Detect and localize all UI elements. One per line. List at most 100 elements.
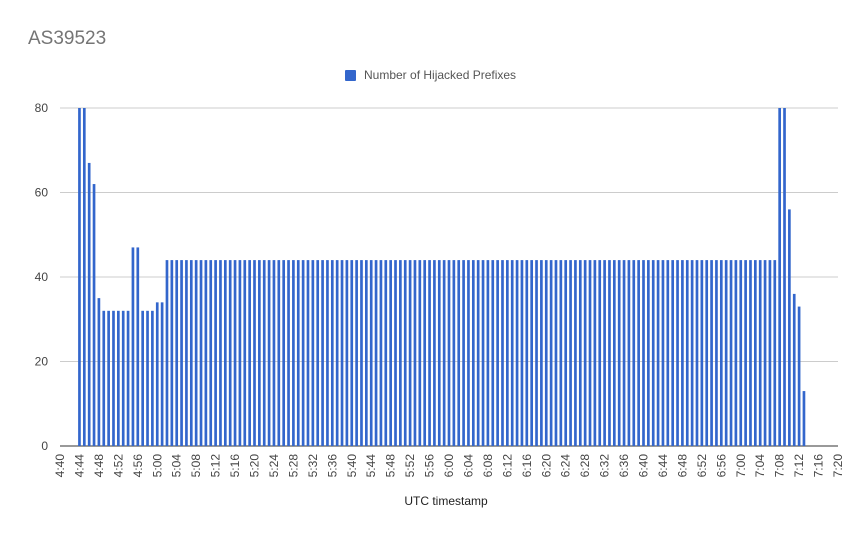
bar — [598, 260, 602, 446]
x-tick-label: 5:52 — [403, 454, 417, 478]
x-tick-label: 6:24 — [559, 454, 573, 478]
x-tick-label: 5:16 — [228, 454, 242, 478]
bar — [510, 260, 514, 446]
bar — [355, 260, 358, 446]
bar — [642, 260, 645, 446]
bar — [763, 260, 767, 446]
bar — [306, 260, 310, 446]
x-tick-label: 6:16 — [520, 454, 534, 478]
bar — [78, 108, 81, 446]
bar — [797, 306, 801, 446]
bar — [710, 260, 713, 446]
legend-swatch — [345, 69, 356, 81]
bar — [413, 260, 417, 446]
bar — [617, 260, 621, 446]
bar — [272, 260, 276, 446]
bar — [768, 260, 772, 446]
x-tick-label: 6:04 — [461, 454, 475, 478]
bar — [126, 310, 130, 446]
bar — [612, 260, 616, 446]
bar — [574, 260, 577, 446]
bar — [705, 260, 709, 446]
x-tick-label: 6:56 — [714, 454, 728, 478]
x-tick-label: 7:08 — [773, 454, 787, 478]
x-tick-label: 7:00 — [734, 454, 748, 478]
bar — [593, 260, 597, 446]
bar — [719, 260, 723, 446]
y-tick-label: 0 — [41, 439, 48, 453]
x-tick-label: 6:52 — [695, 454, 709, 478]
bar — [233, 260, 237, 446]
bar — [117, 310, 120, 446]
bar — [540, 260, 543, 446]
x-tick-label: 5:36 — [325, 454, 339, 478]
bar — [744, 260, 747, 446]
bar — [476, 260, 480, 446]
bar — [87, 162, 91, 447]
bar — [690, 260, 694, 446]
y-tick-label: 40 — [35, 270, 49, 284]
x-tick-label: 5:24 — [267, 454, 281, 478]
bar — [253, 260, 256, 446]
bar — [175, 260, 179, 446]
bar — [501, 260, 504, 446]
x-tick-label: 7:12 — [792, 454, 806, 478]
bar — [549, 260, 553, 446]
bar — [301, 260, 305, 446]
bar — [788, 209, 791, 446]
bar — [340, 260, 344, 446]
bar — [209, 260, 213, 446]
bar — [399, 260, 402, 446]
bar — [267, 260, 271, 446]
bar — [321, 260, 324, 446]
bar — [749, 260, 752, 446]
bar — [651, 260, 655, 446]
bar — [778, 108, 781, 446]
bar — [632, 260, 636, 446]
bar — [583, 260, 587, 446]
x-tick-label: 4:40 — [53, 454, 67, 478]
bar — [384, 260, 388, 446]
bar — [379, 260, 383, 446]
bar — [238, 260, 242, 446]
bar — [428, 260, 431, 446]
bar — [535, 260, 538, 446]
bar — [262, 260, 266, 446]
bar — [637, 260, 640, 446]
bar — [739, 260, 743, 446]
bar — [496, 260, 499, 446]
bar — [447, 260, 451, 446]
x-tick-label: 5:00 — [150, 454, 164, 478]
x-tick-label: 6:36 — [617, 454, 631, 478]
x-tick-label: 5:44 — [364, 454, 378, 478]
legend-label: Number of Hijacked Prefixes — [364, 68, 517, 82]
y-tick-label: 20 — [35, 355, 49, 369]
bar — [258, 260, 261, 446]
bar — [219, 260, 222, 446]
bar — [223, 260, 227, 446]
bar — [802, 391, 806, 446]
bar — [155, 302, 159, 446]
bar — [199, 260, 203, 446]
bar — [408, 260, 412, 446]
x-tick-label: 5:04 — [170, 454, 184, 478]
bar — [360, 260, 363, 446]
x-tick-label: 6:12 — [500, 454, 514, 478]
bar — [374, 260, 378, 446]
bar — [627, 260, 631, 446]
bar — [97, 298, 101, 446]
bar — [506, 260, 509, 446]
bar — [146, 310, 149, 446]
bar — [481, 260, 485, 446]
bar — [204, 260, 208, 446]
bar — [666, 260, 670, 446]
bar — [277, 260, 281, 446]
bar — [287, 260, 290, 446]
x-tick-label: 6:48 — [675, 454, 689, 478]
bar — [335, 260, 339, 446]
bar — [754, 260, 757, 446]
bar — [792, 293, 796, 446]
x-tick-label: 5:48 — [384, 454, 398, 478]
bar — [112, 310, 115, 446]
